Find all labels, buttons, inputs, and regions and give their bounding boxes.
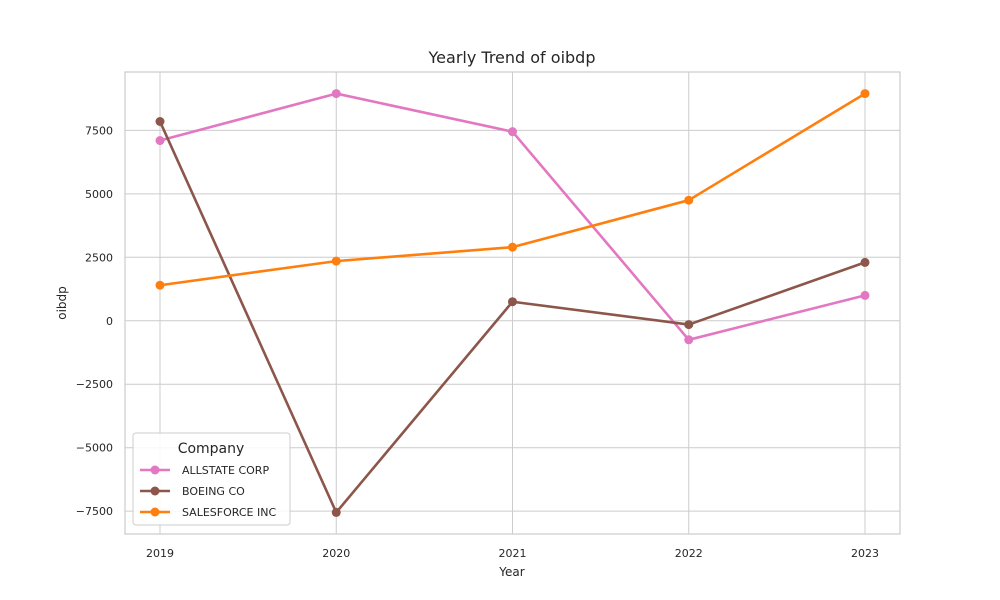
legend: Company ALLSTATE CORP BOEING CO SALESFORCE…	[132, 432, 291, 526]
data-point	[331, 507, 341, 517]
data-point	[331, 89, 341, 99]
y-tick-label: −5000	[76, 442, 113, 455]
data-point	[860, 257, 870, 267]
chart-title: Yearly Trend of oibdp	[428, 48, 596, 67]
y-tick-label: 5000	[85, 188, 113, 201]
legend-title: Company	[178, 441, 245, 457]
x-axis-label: Year	[498, 565, 524, 579]
data-point	[860, 290, 870, 300]
legend-box	[132, 432, 291, 526]
plot-frame	[124, 71, 901, 535]
data-point	[155, 117, 165, 126]
data-point	[331, 256, 341, 266]
series-layer	[155, 89, 870, 517]
y-tick-label: 0	[106, 315, 113, 328]
y-tick-label: −7500	[76, 505, 113, 518]
legend-marker	[150, 486, 160, 496]
y-tick-label: 7500	[85, 124, 113, 137]
x-tick-label: 2022	[675, 547, 703, 560]
data-point	[684, 335, 694, 345]
data-point	[684, 195, 694, 205]
x-tick-label: 2020	[322, 547, 350, 560]
x-tick-label: 2023	[851, 547, 879, 560]
data-point	[508, 127, 517, 137]
x-tick-label: 2021	[499, 547, 527, 560]
x-tick-label: 2019	[146, 547, 174, 560]
data-point	[684, 320, 694, 330]
legend-items: ALLSTATE CORP BOEING CO SALESFORCE INC	[140, 464, 276, 519]
data-point	[508, 242, 517, 252]
y-axis-label: oibdp	[55, 286, 69, 320]
data-point	[155, 280, 165, 290]
legend-label: SALESFORCE INC	[182, 506, 276, 519]
legend-label: ALLSTATE CORP	[182, 464, 269, 477]
data-point	[508, 297, 517, 307]
y-tick-label: 2500	[85, 251, 113, 264]
legend-label: BOEING CO	[182, 485, 245, 498]
ticks-layer: 2019 2020 2021 2022 2023 −7500 −5000 −2500 0 2500…	[76, 124, 879, 560]
data-point	[860, 89, 870, 99]
legend-marker	[150, 507, 160, 517]
legend-marker	[150, 465, 160, 475]
y-tick-label: −2500	[76, 378, 113, 391]
data-point	[155, 136, 165, 146]
